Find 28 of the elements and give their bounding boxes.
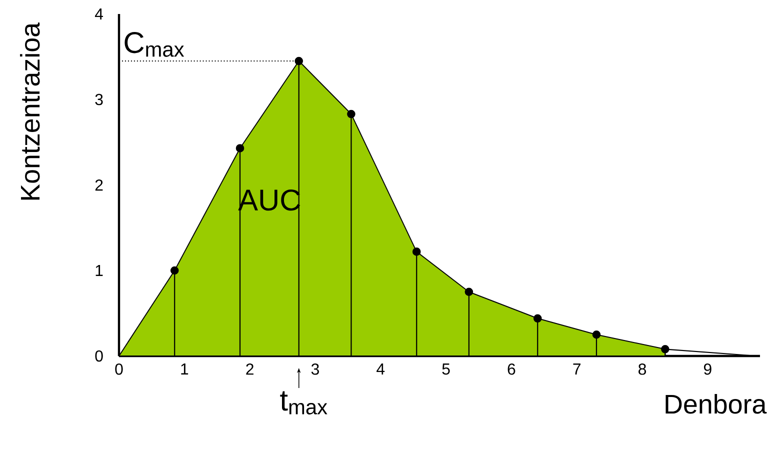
- y-tick-label: 4: [94, 8, 104, 20]
- point: [347, 110, 356, 118]
- x-tick-label: 5: [442, 364, 450, 375]
- point: [661, 345, 670, 354]
- point: [464, 288, 474, 296]
- point: [236, 144, 244, 152]
- x-tick-label: 3: [311, 364, 319, 375]
- x-tick-label: 4: [376, 364, 385, 374]
- y-tick-label: 2: [95, 179, 103, 191]
- x-tick-label: 9: [704, 364, 712, 375]
- point: [294, 56, 304, 66]
- x-tick-label: 8: [638, 364, 646, 375]
- point: [533, 314, 542, 323]
- point: [592, 330, 601, 339]
- x-tick-label: 6: [508, 364, 516, 375]
- x-tick-label: 0: [115, 364, 123, 375]
- point: [170, 266, 179, 275]
- y-tick-label: 0: [95, 350, 103, 362]
- ref-line-label: C$_{max}$: [124, 32, 184, 57]
- x-axis-title: Denbora: [666, 394, 767, 414]
- y-tick-label: 3: [95, 94, 103, 106]
- point: [412, 248, 421, 256]
- x-tick-label: 1: [181, 364, 188, 374]
- x-tick-label: 7: [573, 364, 580, 374]
- y-axis-title: Kontzentrazioa: [20, 22, 40, 200]
- y-tick-label: 1: [96, 265, 103, 276]
- x-tick-label: 2: [246, 364, 254, 375]
- annotation: t$_{max}$: [280, 391, 328, 414]
